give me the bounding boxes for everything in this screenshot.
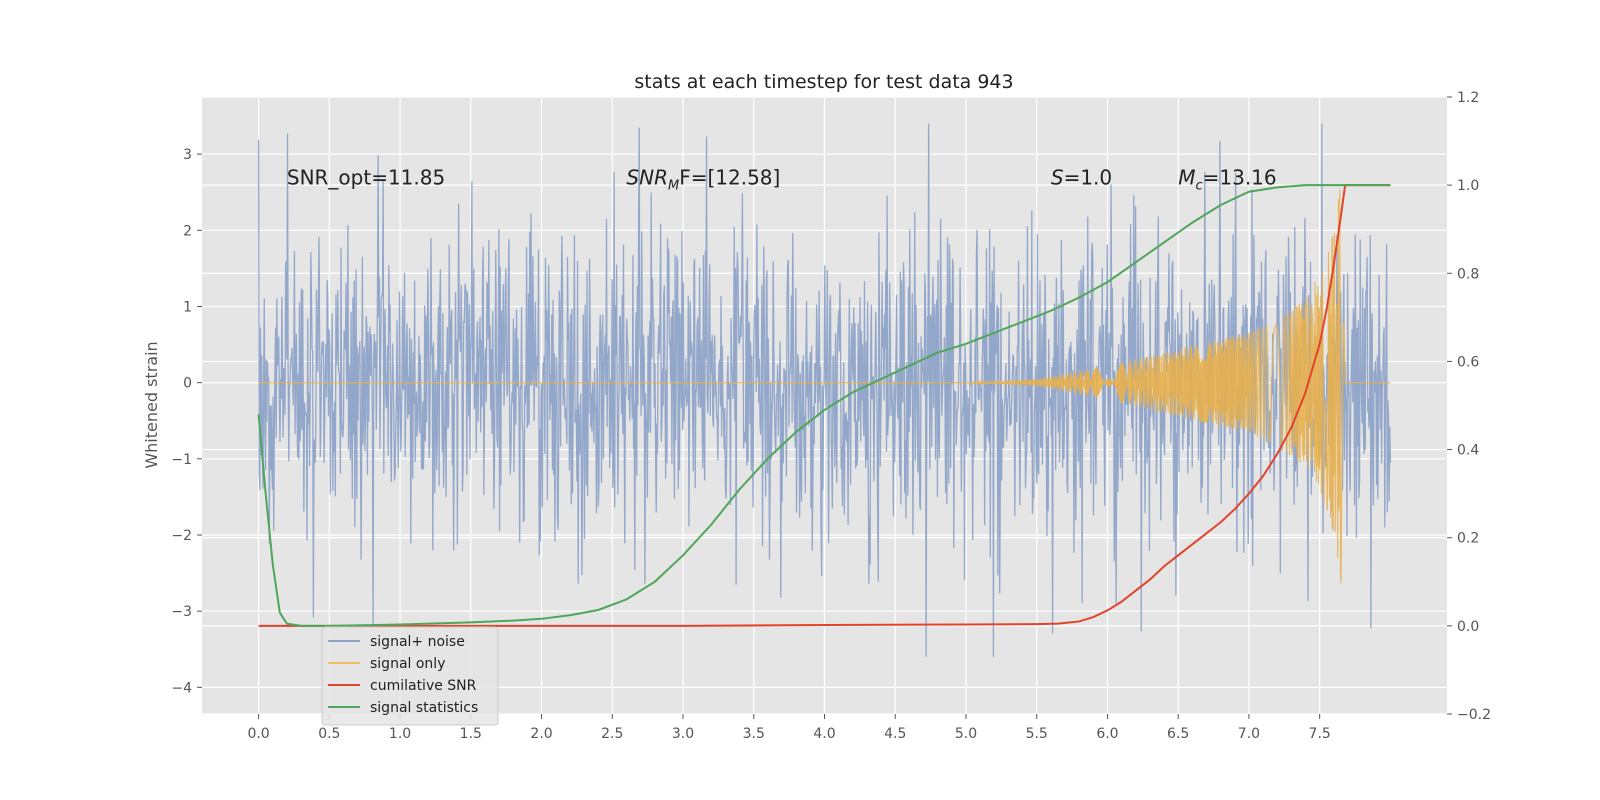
x-tick-label: 2.0 — [530, 726, 552, 742]
x-tick-label: 5.0 — [955, 726, 977, 742]
line-series — [257, 184, 1391, 627]
annotation-value: =1.0 — [1064, 166, 1113, 190]
annotation-value: F=[12.58] — [679, 166, 780, 190]
y-tick-label: 0 — [183, 376, 192, 392]
annotation-symbol: S — [1051, 166, 1064, 190]
annotation-2: S=1.0 — [1051, 166, 1112, 190]
annotation-subscript: c — [1195, 179, 1202, 194]
annotation-subscript: M — [668, 179, 679, 194]
y2-tick-label: 0.0 — [1457, 619, 1479, 635]
plot-content — [257, 123, 1392, 657]
y-tick-label: 1 — [183, 299, 192, 315]
signal-only-line — [258, 189, 1391, 584]
x-tick-label: 4.5 — [884, 726, 906, 742]
y-tick-label: −1 — [171, 452, 192, 468]
y2-tick-label: 0.8 — [1457, 266, 1479, 282]
signal-statistics-line — [257, 184, 1391, 627]
x-tick-label: 0.0 — [247, 726, 269, 742]
y-tick-label: −2 — [171, 528, 192, 544]
x-tick-label: 2.5 — [601, 726, 623, 742]
y2-tick-label: 0.2 — [1457, 531, 1479, 547]
x-tick-label: 1.5 — [460, 726, 482, 742]
annotation-1: SNRMF=[12.58] — [626, 166, 780, 194]
x-tick-label: 3.0 — [672, 726, 694, 742]
x-tick-label: 0.5 — [318, 726, 340, 742]
annotations: SNR_opt=11.85 SNRMF=[12.58] S=1.0 Mc=13.16 — [287, 166, 1277, 194]
y2-tick-label: 0.4 — [1457, 443, 1479, 459]
annotation-0: SNR_opt=11.85 — [287, 166, 445, 190]
x-tick-label: 6.5 — [1167, 726, 1189, 742]
annotation-symbol: SNR — [626, 166, 668, 190]
x-tick-label: 7.5 — [1309, 726, 1331, 742]
x-tick-label: 4.0 — [813, 726, 835, 742]
legend-box — [321, 626, 499, 726]
cumilative-snr-line — [258, 184, 1391, 627]
x-tick-label: 6.0 — [1096, 726, 1118, 742]
y-axis-label: Whitened strain — [142, 341, 161, 468]
annotation-symbol: M — [1178, 166, 1195, 190]
x-tick-label: 7.0 — [1238, 726, 1260, 742]
legend-label: cumilative SNR — [370, 678, 477, 694]
legend-label: signal statistics — [370, 700, 478, 716]
y-tick-label: −3 — [171, 604, 192, 620]
annotation-value: =13.16 — [1203, 166, 1277, 190]
legend: signal+ noise signal only cumilative SNR si… — [321, 626, 499, 726]
x-tick-label: 3.5 — [743, 726, 765, 742]
legend-label: signal only — [370, 656, 445, 672]
signal-only-series — [258, 189, 1391, 584]
x-tick-label: 1.0 — [389, 726, 411, 742]
y2-tick-label: 1.2 — [1457, 90, 1479, 106]
chart-title: stats at each timestep for test data 943 — [634, 71, 1013, 93]
y2-tick-label: 1.0 — [1457, 178, 1479, 194]
annotation-3: Mc=13.16 — [1178, 166, 1276, 194]
y2-tick-label: −0.2 — [1457, 707, 1491, 723]
y-tick-label: 2 — [183, 223, 192, 239]
y-tick-label: −4 — [171, 680, 192, 696]
y2-tick-label: 0.6 — [1457, 354, 1479, 370]
x-tick-label: 5.5 — [1026, 726, 1048, 742]
legend-label: signal+ noise — [370, 634, 465, 650]
y-tick-label: 3 — [183, 147, 192, 163]
axes-ticks: 0.0 0.5 1.0 1.5 2.0 2.5 3.0 3.5 4.0 4.5 5.0 5.5 6.0 6… — [171, 90, 1491, 742]
